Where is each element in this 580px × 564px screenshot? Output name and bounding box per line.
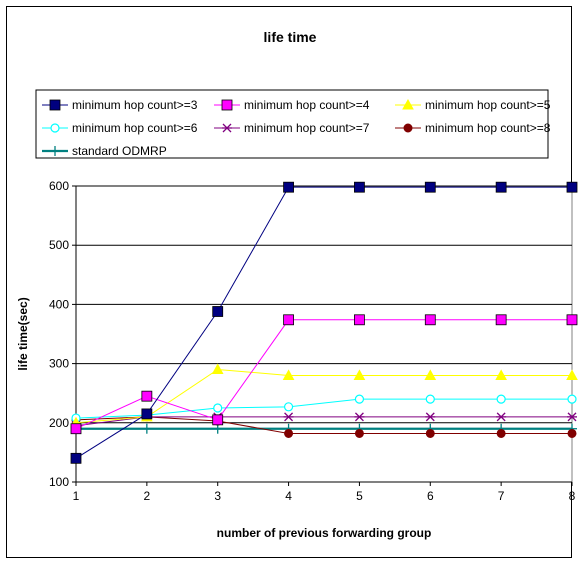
x-tick-label: 5 xyxy=(356,489,363,503)
legend-label: minimum hop count>=6 xyxy=(72,121,198,135)
data-point xyxy=(355,429,363,437)
data-point xyxy=(355,395,363,403)
y-tick-label: 500 xyxy=(49,238,69,252)
data-point xyxy=(71,453,81,463)
data-point xyxy=(142,391,152,401)
y-tick-label: 100 xyxy=(49,475,69,489)
y-tick-label: 300 xyxy=(49,357,69,371)
x-tick-label: 2 xyxy=(144,489,151,503)
x-tick-label: 6 xyxy=(427,489,434,503)
legend-label: minimum hop count>=8 xyxy=(425,121,551,135)
data-point xyxy=(285,429,293,437)
x-tick-label: 8 xyxy=(569,489,576,503)
data-point xyxy=(354,182,364,192)
legend-label: minimum hop count>=7 xyxy=(244,121,370,135)
x-tick-label: 1 xyxy=(73,489,80,503)
data-point xyxy=(496,182,506,192)
legend-label: minimum hop count>=4 xyxy=(244,98,370,112)
y-tick-label: 400 xyxy=(49,297,69,311)
data-point xyxy=(214,404,222,412)
data-point xyxy=(497,395,505,403)
plot-area xyxy=(76,186,572,482)
data-point xyxy=(284,182,294,192)
chart-title: life time xyxy=(264,29,317,45)
legend-label: minimum hop count>=3 xyxy=(72,98,198,112)
data-point xyxy=(213,415,223,425)
y-axis-title: life time(sec) xyxy=(16,297,30,370)
legend-marker xyxy=(50,100,60,110)
data-point xyxy=(213,307,223,317)
data-point xyxy=(497,429,505,437)
data-point xyxy=(496,315,506,325)
data-point xyxy=(568,429,576,437)
y-tick-label: 600 xyxy=(49,179,69,193)
x-axis-title: number of previous forwarding group xyxy=(217,526,432,540)
data-point xyxy=(568,395,576,403)
legend-marker xyxy=(222,100,232,110)
legend-label: minimum hop count>=5 xyxy=(425,98,551,112)
legend-marker xyxy=(404,124,412,132)
data-point xyxy=(354,315,364,325)
legend-label: standard ODMRP xyxy=(72,144,167,158)
data-point xyxy=(142,409,152,419)
x-tick-label: 3 xyxy=(214,489,221,503)
x-tick-label: 7 xyxy=(498,489,505,503)
data-point xyxy=(71,424,81,434)
x-tick-label: 4 xyxy=(285,489,292,503)
data-point xyxy=(426,395,434,403)
legend-marker xyxy=(51,124,59,132)
data-point xyxy=(425,182,435,192)
data-point xyxy=(567,315,577,325)
data-point xyxy=(426,429,434,437)
data-point xyxy=(567,182,577,192)
data-point xyxy=(284,315,294,325)
data-point xyxy=(285,403,293,411)
data-point xyxy=(425,315,435,325)
y-tick-label: 200 xyxy=(49,416,69,430)
